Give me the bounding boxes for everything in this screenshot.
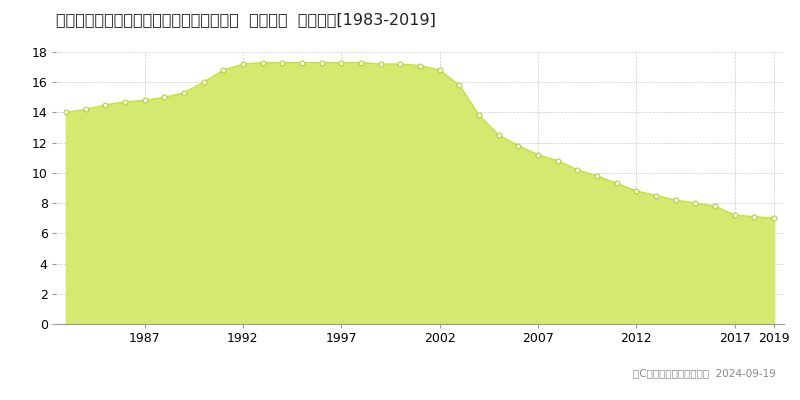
Text: 香川県坂出市入船町１丁目３２２番７６外  公示地価  地価推移[1983-2019]: 香川県坂出市入船町１丁目３２２番７６外 公示地価 地価推移[1983-2019] [56, 12, 436, 27]
Text: （C）土地価格ドットコム  2024-09-19: （C）土地価格ドットコム 2024-09-19 [633, 368, 776, 378]
